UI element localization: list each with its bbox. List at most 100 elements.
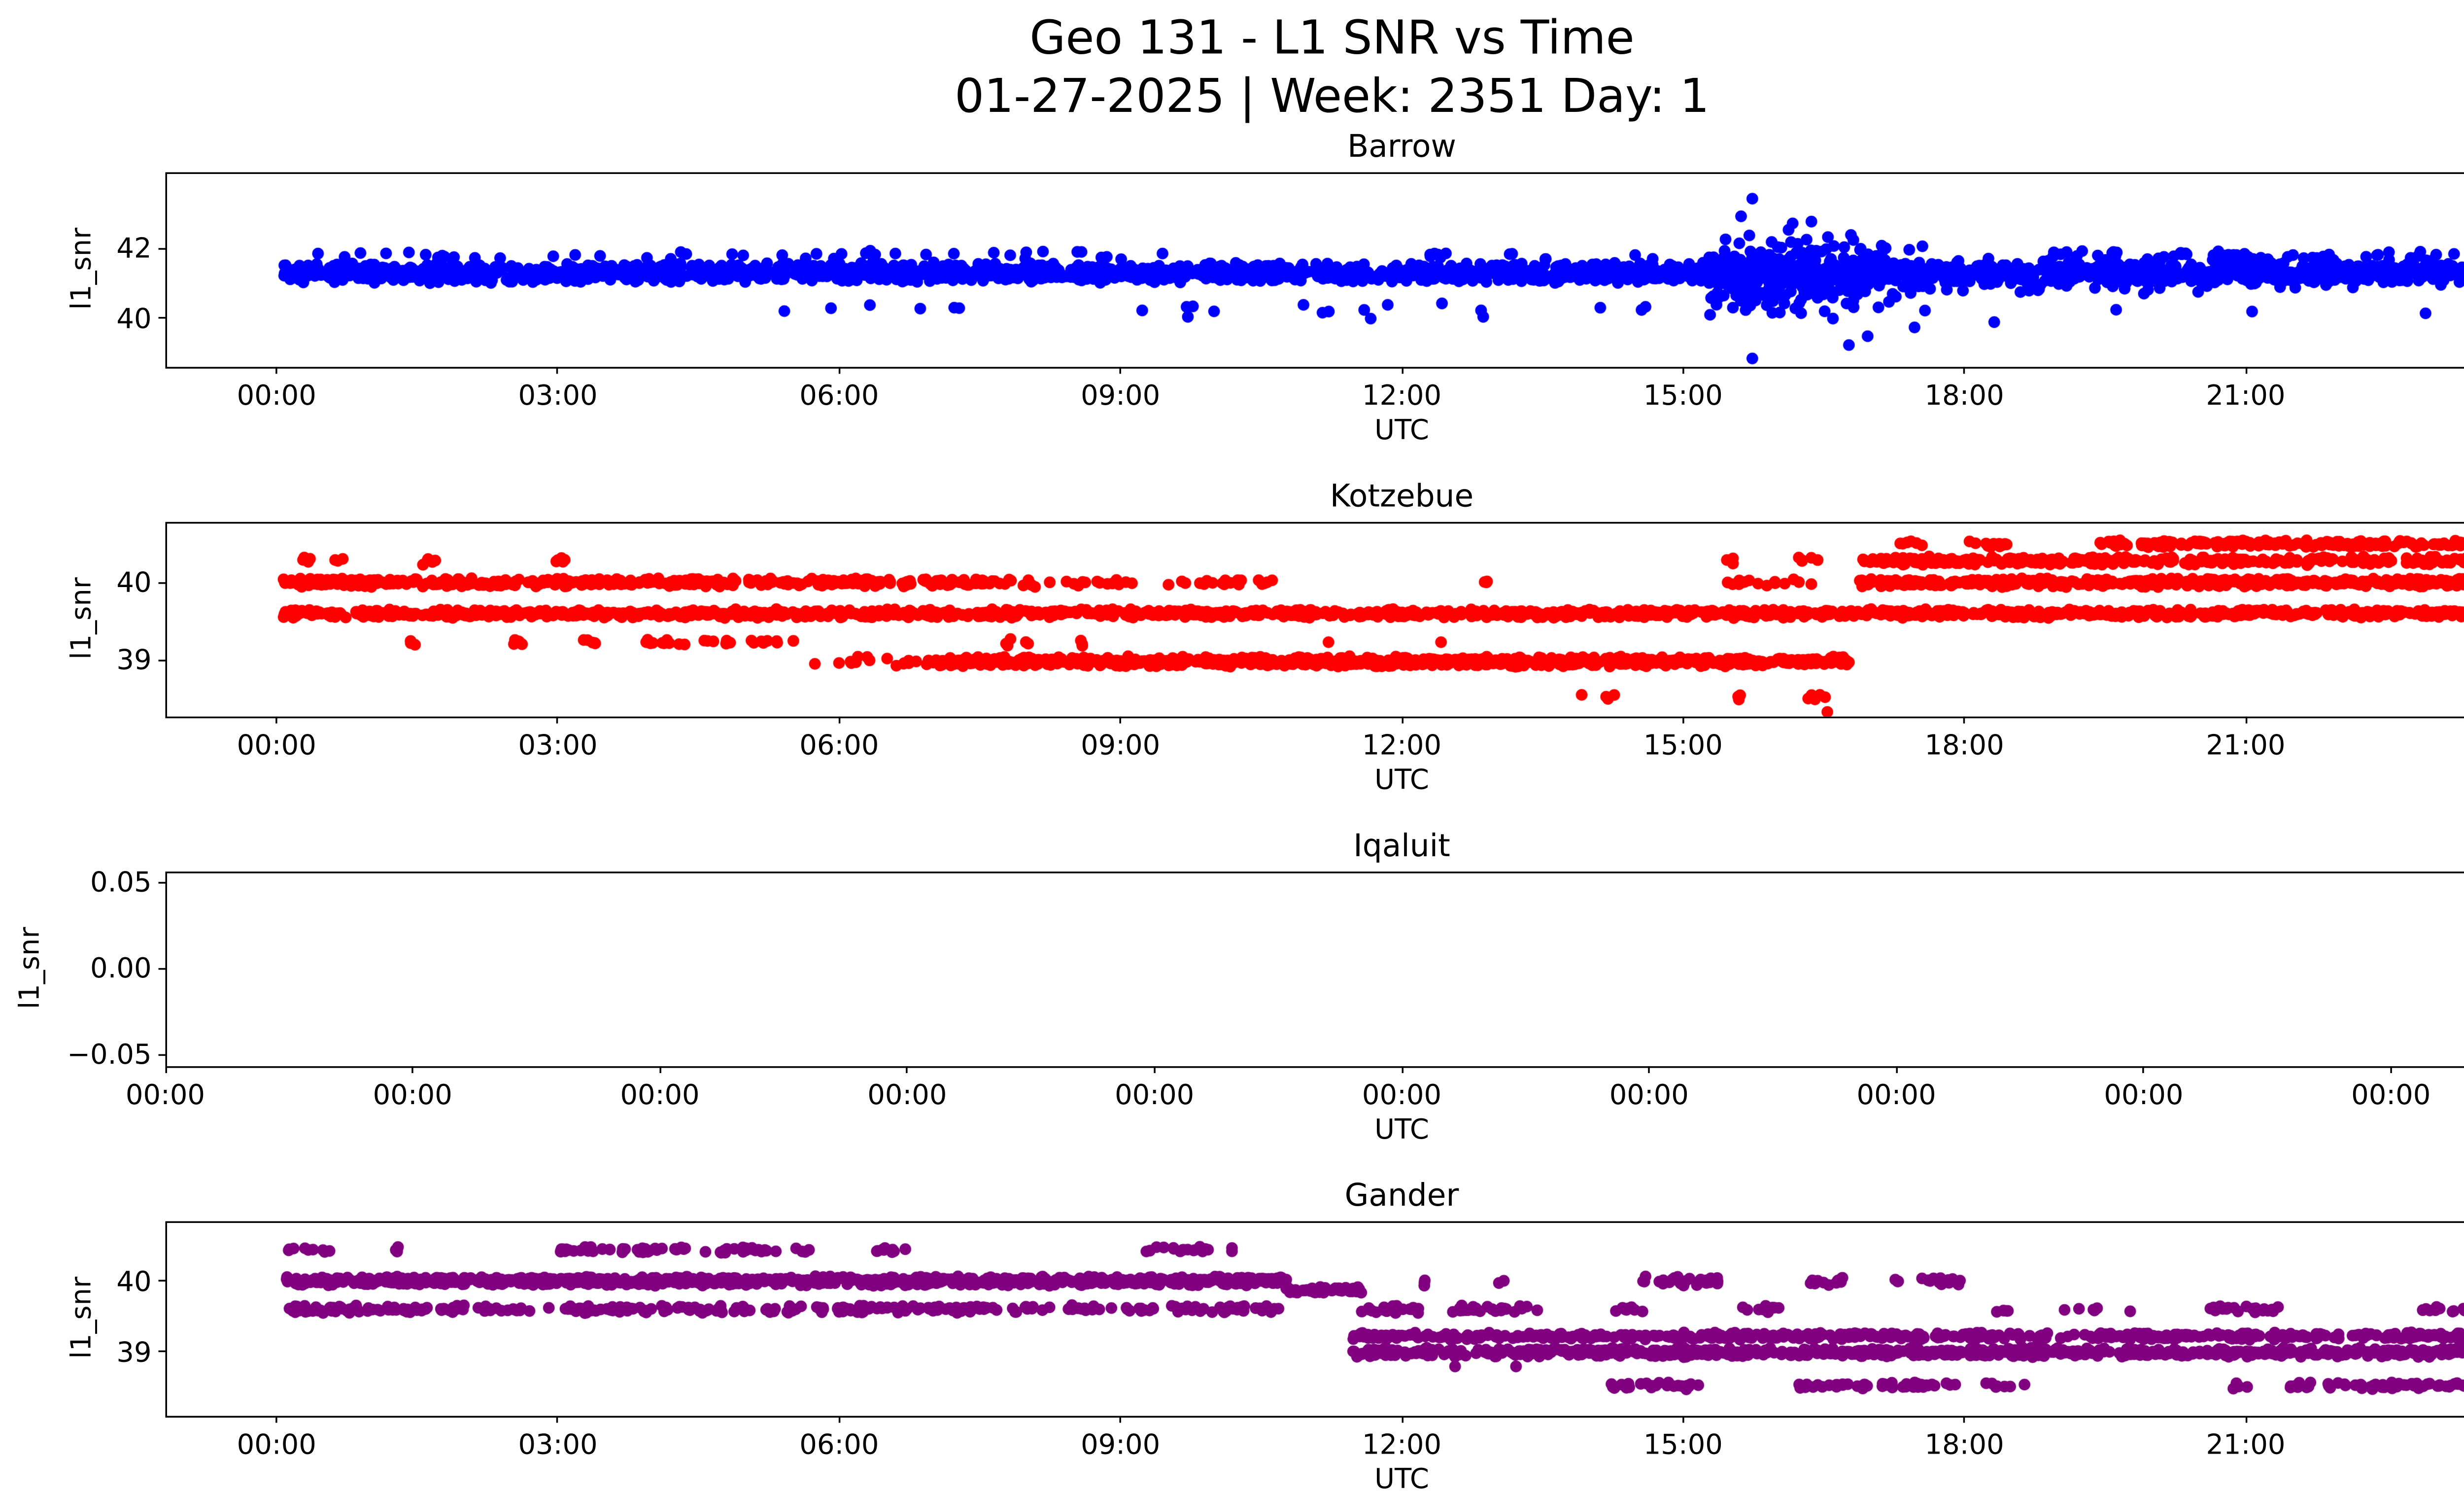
x-tick-label: 18:00	[1924, 1427, 2004, 1461]
y-tick-label: 40	[116, 302, 152, 335]
plot-title: Kotzebue	[1330, 479, 1474, 515]
x-tick-mark	[557, 1416, 559, 1423]
y-tick-mark	[158, 581, 166, 584]
x-tick-label: 21:00	[2206, 1427, 2286, 1461]
figure-title: Geo 131 - L1 SNR vs Time 01-27-2025 | We…	[0, 10, 2464, 128]
x-tick-mark	[906, 1066, 908, 1074]
y-tick-label: 0.00	[90, 951, 152, 985]
x-tick-label: 00:00	[1856, 1078, 1936, 1111]
y-tick-label: 40	[116, 566, 152, 599]
x-tick-mark	[1401, 1066, 1403, 1074]
x-axis-label: UTC	[1374, 763, 1429, 796]
x-tick-label: 21:00	[2206, 729, 2286, 762]
x-tick-mark	[1682, 367, 1684, 374]
x-tick-label: 09:00	[1081, 729, 1161, 762]
x-tick-label: 03:00	[518, 729, 598, 762]
scatter-canvas	[167, 1223, 2464, 1416]
x-tick-mark	[275, 1416, 277, 1423]
x-tick-mark	[275, 716, 277, 724]
x-tick-mark	[1895, 1066, 1897, 1074]
plot-title: Barrow	[1347, 129, 1456, 166]
x-tick-label: 00:00	[620, 1078, 700, 1111]
x-tick-label: 06:00	[799, 379, 879, 412]
y-tick-mark	[158, 881, 166, 883]
x-tick-mark	[275, 367, 277, 374]
x-tick-mark	[557, 367, 559, 374]
x-tick-mark	[1963, 1416, 1965, 1423]
x-tick-mark	[659, 1066, 661, 1074]
x-tick-label: 00:00	[867, 1078, 947, 1111]
plot-area	[165, 1221, 2464, 1418]
y-tick-label: 39	[116, 643, 152, 676]
x-tick-mark	[2245, 716, 2247, 724]
x-tick-mark	[1648, 1066, 1650, 1074]
x-tick-mark	[1119, 716, 1122, 724]
x-tick-mark	[1401, 367, 1403, 374]
x-axis-label: UTC	[1374, 1462, 1429, 1495]
x-axis-label: UTC	[1374, 1113, 1429, 1146]
y-tick-mark	[158, 1280, 166, 1283]
y-tick-mark	[158, 247, 166, 249]
plot-area	[165, 871, 2464, 1068]
y-tick-label: −0.05	[67, 1038, 152, 1071]
x-tick-mark	[838, 1416, 840, 1423]
x-tick-mark	[2390, 1066, 2392, 1074]
x-tick-mark	[2245, 1416, 2247, 1423]
x-tick-label: 06:00	[799, 1427, 879, 1461]
plot-title: Iqaluit	[1353, 828, 1450, 865]
x-tick-label: 00:00	[237, 1427, 316, 1461]
x-tick-mark	[557, 716, 559, 724]
figure-title-line1: Geo 131 - L1 SNR vs Time	[1029, 12, 1635, 66]
x-tick-label: 21:00	[2206, 379, 2286, 412]
x-tick-label: 12:00	[1362, 379, 1442, 412]
y-tick-mark	[158, 1053, 166, 1055]
plot-area	[165, 172, 2464, 369]
y-tick-label: 42	[116, 232, 152, 265]
x-tick-label: 09:00	[1081, 379, 1161, 412]
y-tick-label: 40	[116, 1265, 152, 1298]
y-tick-mark	[158, 317, 166, 320]
x-tick-mark	[1963, 716, 1965, 724]
x-tick-mark	[1401, 716, 1403, 724]
x-tick-label: 03:00	[518, 1427, 598, 1461]
figure-title-line2: 01-27-2025 | Week: 2351 Day: 1	[955, 70, 1710, 124]
x-tick-label: 00:00	[1609, 1078, 1689, 1111]
x-tick-label: 03:00	[518, 379, 598, 412]
plot-area	[165, 522, 2464, 719]
x-tick-mark	[1153, 1066, 1156, 1074]
x-tick-mark	[164, 1066, 167, 1074]
x-tick-mark	[1119, 1416, 1122, 1423]
x-tick-mark	[1401, 1416, 1403, 1423]
y-tick-label: 39	[116, 1335, 152, 1368]
x-tick-label: 12:00	[1362, 1427, 1442, 1461]
x-tick-mark	[2143, 1066, 2145, 1074]
x-tick-label: 15:00	[1643, 1427, 1723, 1461]
x-tick-mark	[838, 716, 840, 724]
x-tick-label: 18:00	[1924, 729, 2004, 762]
x-tick-label: 12:00	[1362, 729, 1442, 762]
x-tick-mark	[1682, 716, 1684, 724]
x-tick-label: 09:00	[1081, 1427, 1161, 1461]
x-tick-label: 00:00	[125, 1078, 205, 1111]
x-axis-label: UTC	[1374, 413, 1429, 447]
scatter-canvas	[167, 873, 2464, 1067]
x-tick-label: 15:00	[1643, 729, 1723, 762]
x-tick-label: 00:00	[373, 1078, 452, 1111]
scatter-canvas	[167, 523, 2464, 717]
x-tick-mark	[1682, 1416, 1684, 1423]
y-tick-mark	[158, 967, 166, 969]
x-tick-mark	[1119, 367, 1122, 374]
x-tick-label: 00:00	[2351, 1078, 2431, 1111]
x-tick-label: 00:00	[1362, 1078, 1442, 1111]
x-tick-label: 00:00	[2104, 1078, 2184, 1111]
x-tick-label: 06:00	[799, 729, 879, 762]
x-tick-label: 00:00	[237, 379, 316, 412]
y-tick-mark	[158, 659, 166, 661]
y-tick-label: 0.05	[90, 865, 152, 899]
x-tick-mark	[1963, 367, 1965, 374]
